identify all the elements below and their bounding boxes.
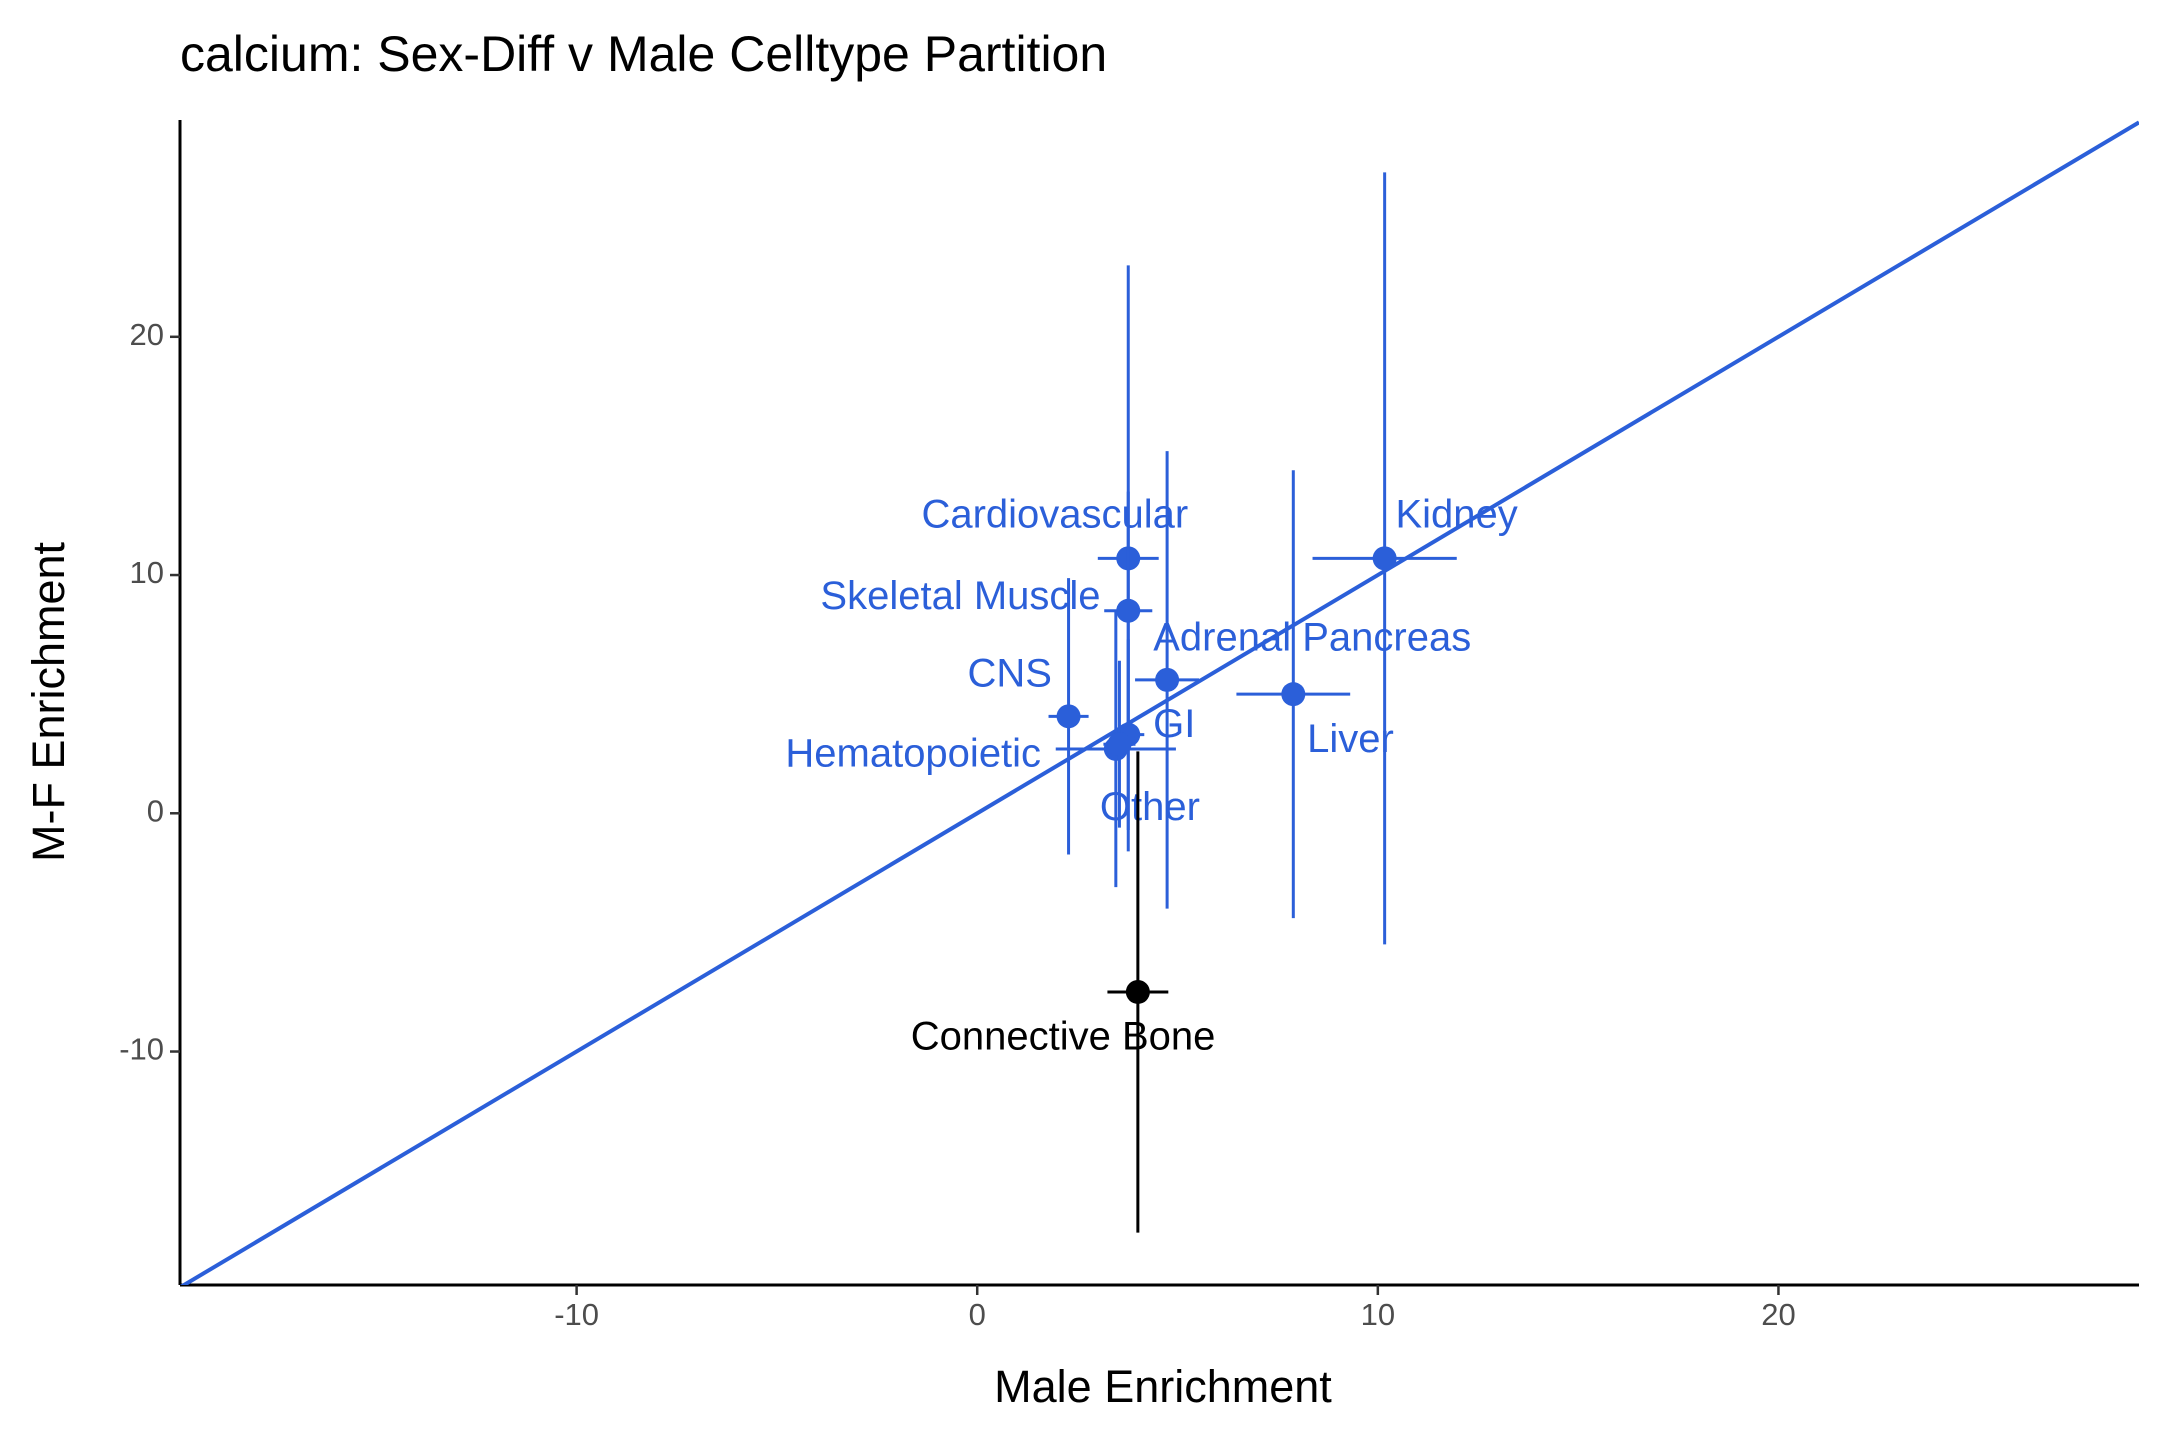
x-axis-title: Male Enrichment <box>994 1361 1332 1412</box>
y-tick-label: 10 <box>130 555 164 590</box>
y-tick-label: 0 <box>147 793 164 828</box>
x-tick-label: 10 <box>1361 1297 1395 1332</box>
point-label: Cardiovascular <box>921 492 1188 536</box>
x-tick-label: -10 <box>554 1297 599 1332</box>
x-tick-label: 20 <box>1761 1297 1795 1332</box>
y-tick-label: 20 <box>130 317 164 352</box>
y-axis-title: M-F Enrichment <box>23 541 74 862</box>
point-label: Kidney <box>1395 492 1517 536</box>
point-label: Other <box>1100 785 1200 829</box>
reference-line <box>180 120 2139 1285</box>
point <box>1155 667 1180 692</box>
y-tick-label: -10 <box>119 1032 164 1067</box>
x-tick-label: 0 <box>969 1297 986 1332</box>
point <box>1107 732 1132 757</box>
point <box>1125 979 1150 1004</box>
point-label: Hematopoietic <box>785 731 1041 775</box>
point-label: Skeletal Muscle <box>820 574 1100 618</box>
point-label: Adrenal Pancreas <box>1153 615 1471 659</box>
point <box>1372 546 1397 571</box>
point <box>1281 682 1306 707</box>
point <box>1056 704 1081 729</box>
point-label: Connective Bone <box>911 1015 1216 1059</box>
chart-title: calcium: Sex-Diff v Male Celltype Partit… <box>180 26 1107 82</box>
point <box>1116 598 1141 623</box>
point-label: CNS <box>967 652 1051 696</box>
point-label: GI <box>1153 702 1195 746</box>
point-label: Liver <box>1307 717 1394 761</box>
